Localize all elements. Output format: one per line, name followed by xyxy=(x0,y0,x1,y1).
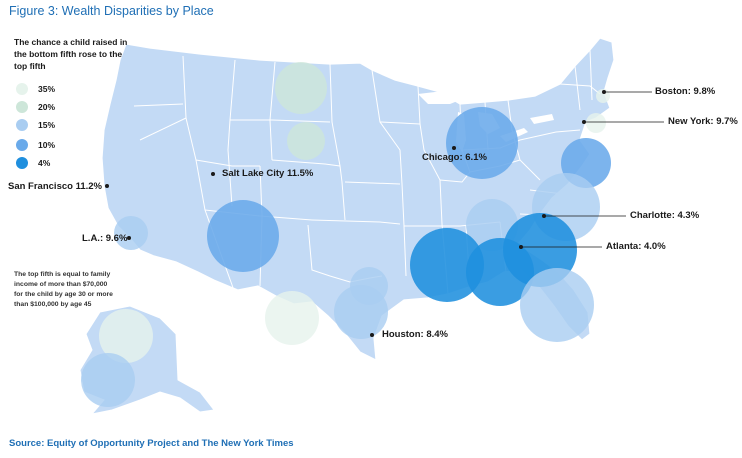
legend-item-20: 20% xyxy=(16,100,55,114)
legend-item-10: 10% xyxy=(16,138,55,152)
legend-swatch xyxy=(16,119,28,131)
label-salt-lake-city: Salt Lake City 11.5% xyxy=(222,168,314,179)
marker-chicago xyxy=(452,146,456,150)
legend-label: 15% xyxy=(38,120,56,130)
legend-label: 4% xyxy=(38,158,51,168)
label-boston: Boston: 9.8% xyxy=(655,86,716,97)
bubble-nebraska xyxy=(287,122,325,160)
label-atlanta: Atlanta: 4.0% xyxy=(606,241,666,252)
lake-superior xyxy=(418,90,470,104)
bubble-houston xyxy=(334,285,388,339)
bubble-utah-colorado xyxy=(207,200,279,272)
legend-title: The chance a child raised in the bottom … xyxy=(14,37,128,71)
income-note: The top fifth is equal to family income … xyxy=(14,271,113,308)
label-san-francisco: San Francisco 11.2% xyxy=(8,181,102,192)
bubble-new-york xyxy=(586,113,606,133)
legend-label: 10% xyxy=(38,140,56,150)
label-charlotte: Charlotte: 4.3% xyxy=(630,210,700,221)
bubble-alaska-west xyxy=(81,353,135,407)
legend-swatch xyxy=(16,83,28,95)
bubble-west-texas xyxy=(265,291,319,345)
legend-item-4: 4% xyxy=(16,156,50,170)
bubble-chicago xyxy=(446,107,518,179)
bubble-layer xyxy=(81,62,611,407)
figure-title: Figure 3: Wealth Disparities by Place xyxy=(9,4,214,18)
bubble-georgia xyxy=(466,238,534,306)
legend-item-15: 15% xyxy=(16,118,55,132)
label-chicago: Chicago: 6.1% xyxy=(422,152,487,163)
legend-label: 35% xyxy=(38,84,56,94)
label-new-york: New York: 9.7% xyxy=(668,116,738,127)
legend-swatch xyxy=(16,101,28,113)
marker-la xyxy=(127,236,131,240)
legend-swatch xyxy=(16,139,28,151)
label-la: L.A.: 9.6% xyxy=(82,233,128,244)
legend-swatch xyxy=(16,157,28,169)
label-leaders xyxy=(521,91,664,248)
bubble-alaska-south xyxy=(99,309,153,363)
bubble-boston xyxy=(596,89,610,103)
label-houston: Houston: 8.4% xyxy=(382,329,448,340)
source-credit: Source: Equity of Opportunity Project an… xyxy=(9,438,294,449)
legend-item-35: 35% xyxy=(16,82,55,96)
marker-san-francisco xyxy=(105,184,109,188)
legend-label: 20% xyxy=(38,102,56,112)
bubble-mississippi xyxy=(410,228,484,302)
bubble-north-dakota xyxy=(275,62,327,114)
marker-houston xyxy=(370,333,374,337)
bubble-los-angeles xyxy=(114,216,148,250)
marker-salt-lake-city xyxy=(211,172,215,176)
lake-ontario xyxy=(530,114,554,124)
bubble-florida xyxy=(520,268,594,342)
